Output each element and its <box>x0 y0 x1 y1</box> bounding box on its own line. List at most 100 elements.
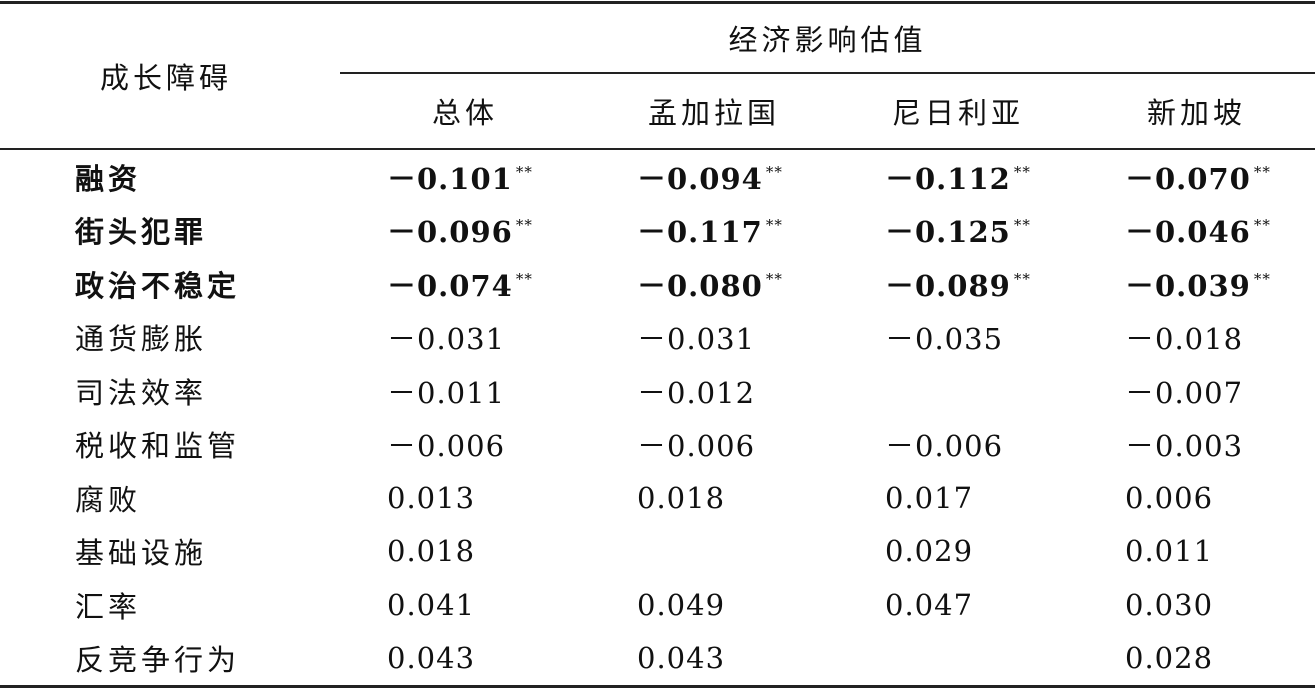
value-cell: －0.018 <box>1078 311 1315 365</box>
significance: ** <box>515 162 533 181</box>
value: 0.018 <box>387 534 476 569</box>
value-cell: －0.031 <box>340 311 590 365</box>
value: 0.043 <box>637 641 726 676</box>
value-cell: －0.070 ** <box>1078 149 1315 204</box>
value-cell: －0.074 ** <box>340 257 590 311</box>
value: －0.007 <box>1125 375 1244 410</box>
value-cell: －0.089 ** <box>838 257 1078 311</box>
value: 0.029 <box>885 534 974 569</box>
row-label: 融资 <box>75 161 142 196</box>
value: －0.074 <box>387 268 513 303</box>
value-cell <box>838 364 1078 418</box>
value: －0.089 <box>885 268 1011 303</box>
value: －0.070 <box>1125 161 1251 196</box>
value: 0.041 <box>387 587 476 622</box>
value: －0.117 <box>637 215 763 250</box>
value: 0.043 <box>387 641 476 676</box>
value: －0.012 <box>637 375 756 410</box>
value-cell: －0.006 <box>590 418 838 472</box>
significance: ** <box>1013 269 1031 288</box>
value: －0.031 <box>637 322 756 357</box>
value-cell: －0.039 ** <box>1078 257 1315 311</box>
table-row: 反竞争行为 0.043 0.043 0.028 <box>0 632 1315 687</box>
column-header: 总体 <box>340 73 590 150</box>
row-header: 成长障碍 <box>0 2 340 150</box>
value-cell <box>590 525 838 579</box>
value-cell: 0.041 <box>340 578 590 632</box>
value: －0.125 <box>885 215 1011 250</box>
value: －0.112 <box>885 161 1011 196</box>
value-cell: －0.112 ** <box>838 149 1078 204</box>
column-header: 尼日利亚 <box>838 73 1078 150</box>
value: －0.006 <box>885 429 1004 464</box>
significance: ** <box>765 162 783 181</box>
row-label: 政治不稳定 <box>75 268 241 303</box>
table-row: 税收和监管 －0.006 －0.006 －0.006 －0.003 <box>0 418 1315 472</box>
value-cell: －0.011 <box>340 364 590 418</box>
value-cell: －0.003 <box>1078 418 1315 472</box>
value-cell: －0.035 <box>838 311 1078 365</box>
value-cell: －0.031 <box>590 311 838 365</box>
value-cell: －0.007 <box>1078 364 1315 418</box>
table-row: 腐败 0.013 0.018 0.017 0.006 <box>0 471 1315 525</box>
significance: ** <box>1253 269 1271 288</box>
value-cell <box>838 632 1078 687</box>
value-cell: 0.049 <box>590 578 838 632</box>
value: －0.018 <box>1125 322 1244 357</box>
value: －0.080 <box>637 268 763 303</box>
value: 0.018 <box>637 480 726 515</box>
value-cell: 0.018 <box>590 471 838 525</box>
row-label: 街头犯罪 <box>75 215 208 250</box>
value: 0.006 <box>1125 480 1214 515</box>
value-cell: 0.043 <box>340 632 590 687</box>
value-cell: －0.117 ** <box>590 204 838 258</box>
value: 0.030 <box>1125 587 1214 622</box>
value: 0.011 <box>1125 534 1214 569</box>
significance: ** <box>1253 162 1271 181</box>
value: 0.047 <box>885 587 974 622</box>
value: 0.013 <box>387 480 476 515</box>
value: －0.003 <box>1125 429 1244 464</box>
table-row: 汇率 0.041 0.049 0.047 0.030 <box>0 578 1315 632</box>
value: －0.031 <box>387 322 506 357</box>
value: －0.006 <box>387 429 506 464</box>
table-row: 街头犯罪 －0.096 ** －0.117 ** －0.125 ** －0.046 ** <box>0 204 1315 258</box>
significance: ** <box>1013 216 1031 235</box>
value-cell: 0.030 <box>1078 578 1315 632</box>
value-cell: －0.012 <box>590 364 838 418</box>
row-label: 腐败 <box>75 482 142 517</box>
value-cell: －0.094 ** <box>590 149 838 204</box>
significance: ** <box>515 216 533 235</box>
table-row: 通货膨胀 －0.031 －0.031 －0.035 －0.018 <box>0 311 1315 365</box>
value: －0.039 <box>1125 268 1251 303</box>
row-label: 汇率 <box>75 589 142 624</box>
row-label: 反竞争行为 <box>75 643 241 678</box>
value: －0.046 <box>1125 215 1251 250</box>
value-cell: 0.013 <box>340 471 590 525</box>
table-row: 司法效率 －0.011 －0.012 －0.007 <box>0 364 1315 418</box>
significance: ** <box>515 269 533 288</box>
table-row: 基础设施 0.018 0.029 0.011 <box>0 525 1315 579</box>
value-cell: －0.125 ** <box>838 204 1078 258</box>
value: －0.094 <box>637 161 763 196</box>
value: 0.017 <box>885 480 974 515</box>
value-cell: 0.029 <box>838 525 1078 579</box>
column-header: 新加坡 <box>1078 73 1315 150</box>
value: －0.006 <box>637 429 756 464</box>
significance: ** <box>1013 162 1031 181</box>
group-header: 经济影响估值 <box>340 2 1315 74</box>
value-cell: 0.047 <box>838 578 1078 632</box>
row-label: 税收和监管 <box>75 429 241 464</box>
significance: ** <box>765 216 783 235</box>
value: －0.011 <box>387 375 506 410</box>
row-label: 基础设施 <box>75 536 208 571</box>
value-cell: 0.006 <box>1078 471 1315 525</box>
value-cell: －0.006 <box>838 418 1078 472</box>
value-cell: －0.046 ** <box>1078 204 1315 258</box>
value-cell: 0.043 <box>590 632 838 687</box>
value: －0.035 <box>885 322 1004 357</box>
value-cell: 0.011 <box>1078 525 1315 579</box>
row-label: 司法效率 <box>75 375 208 410</box>
